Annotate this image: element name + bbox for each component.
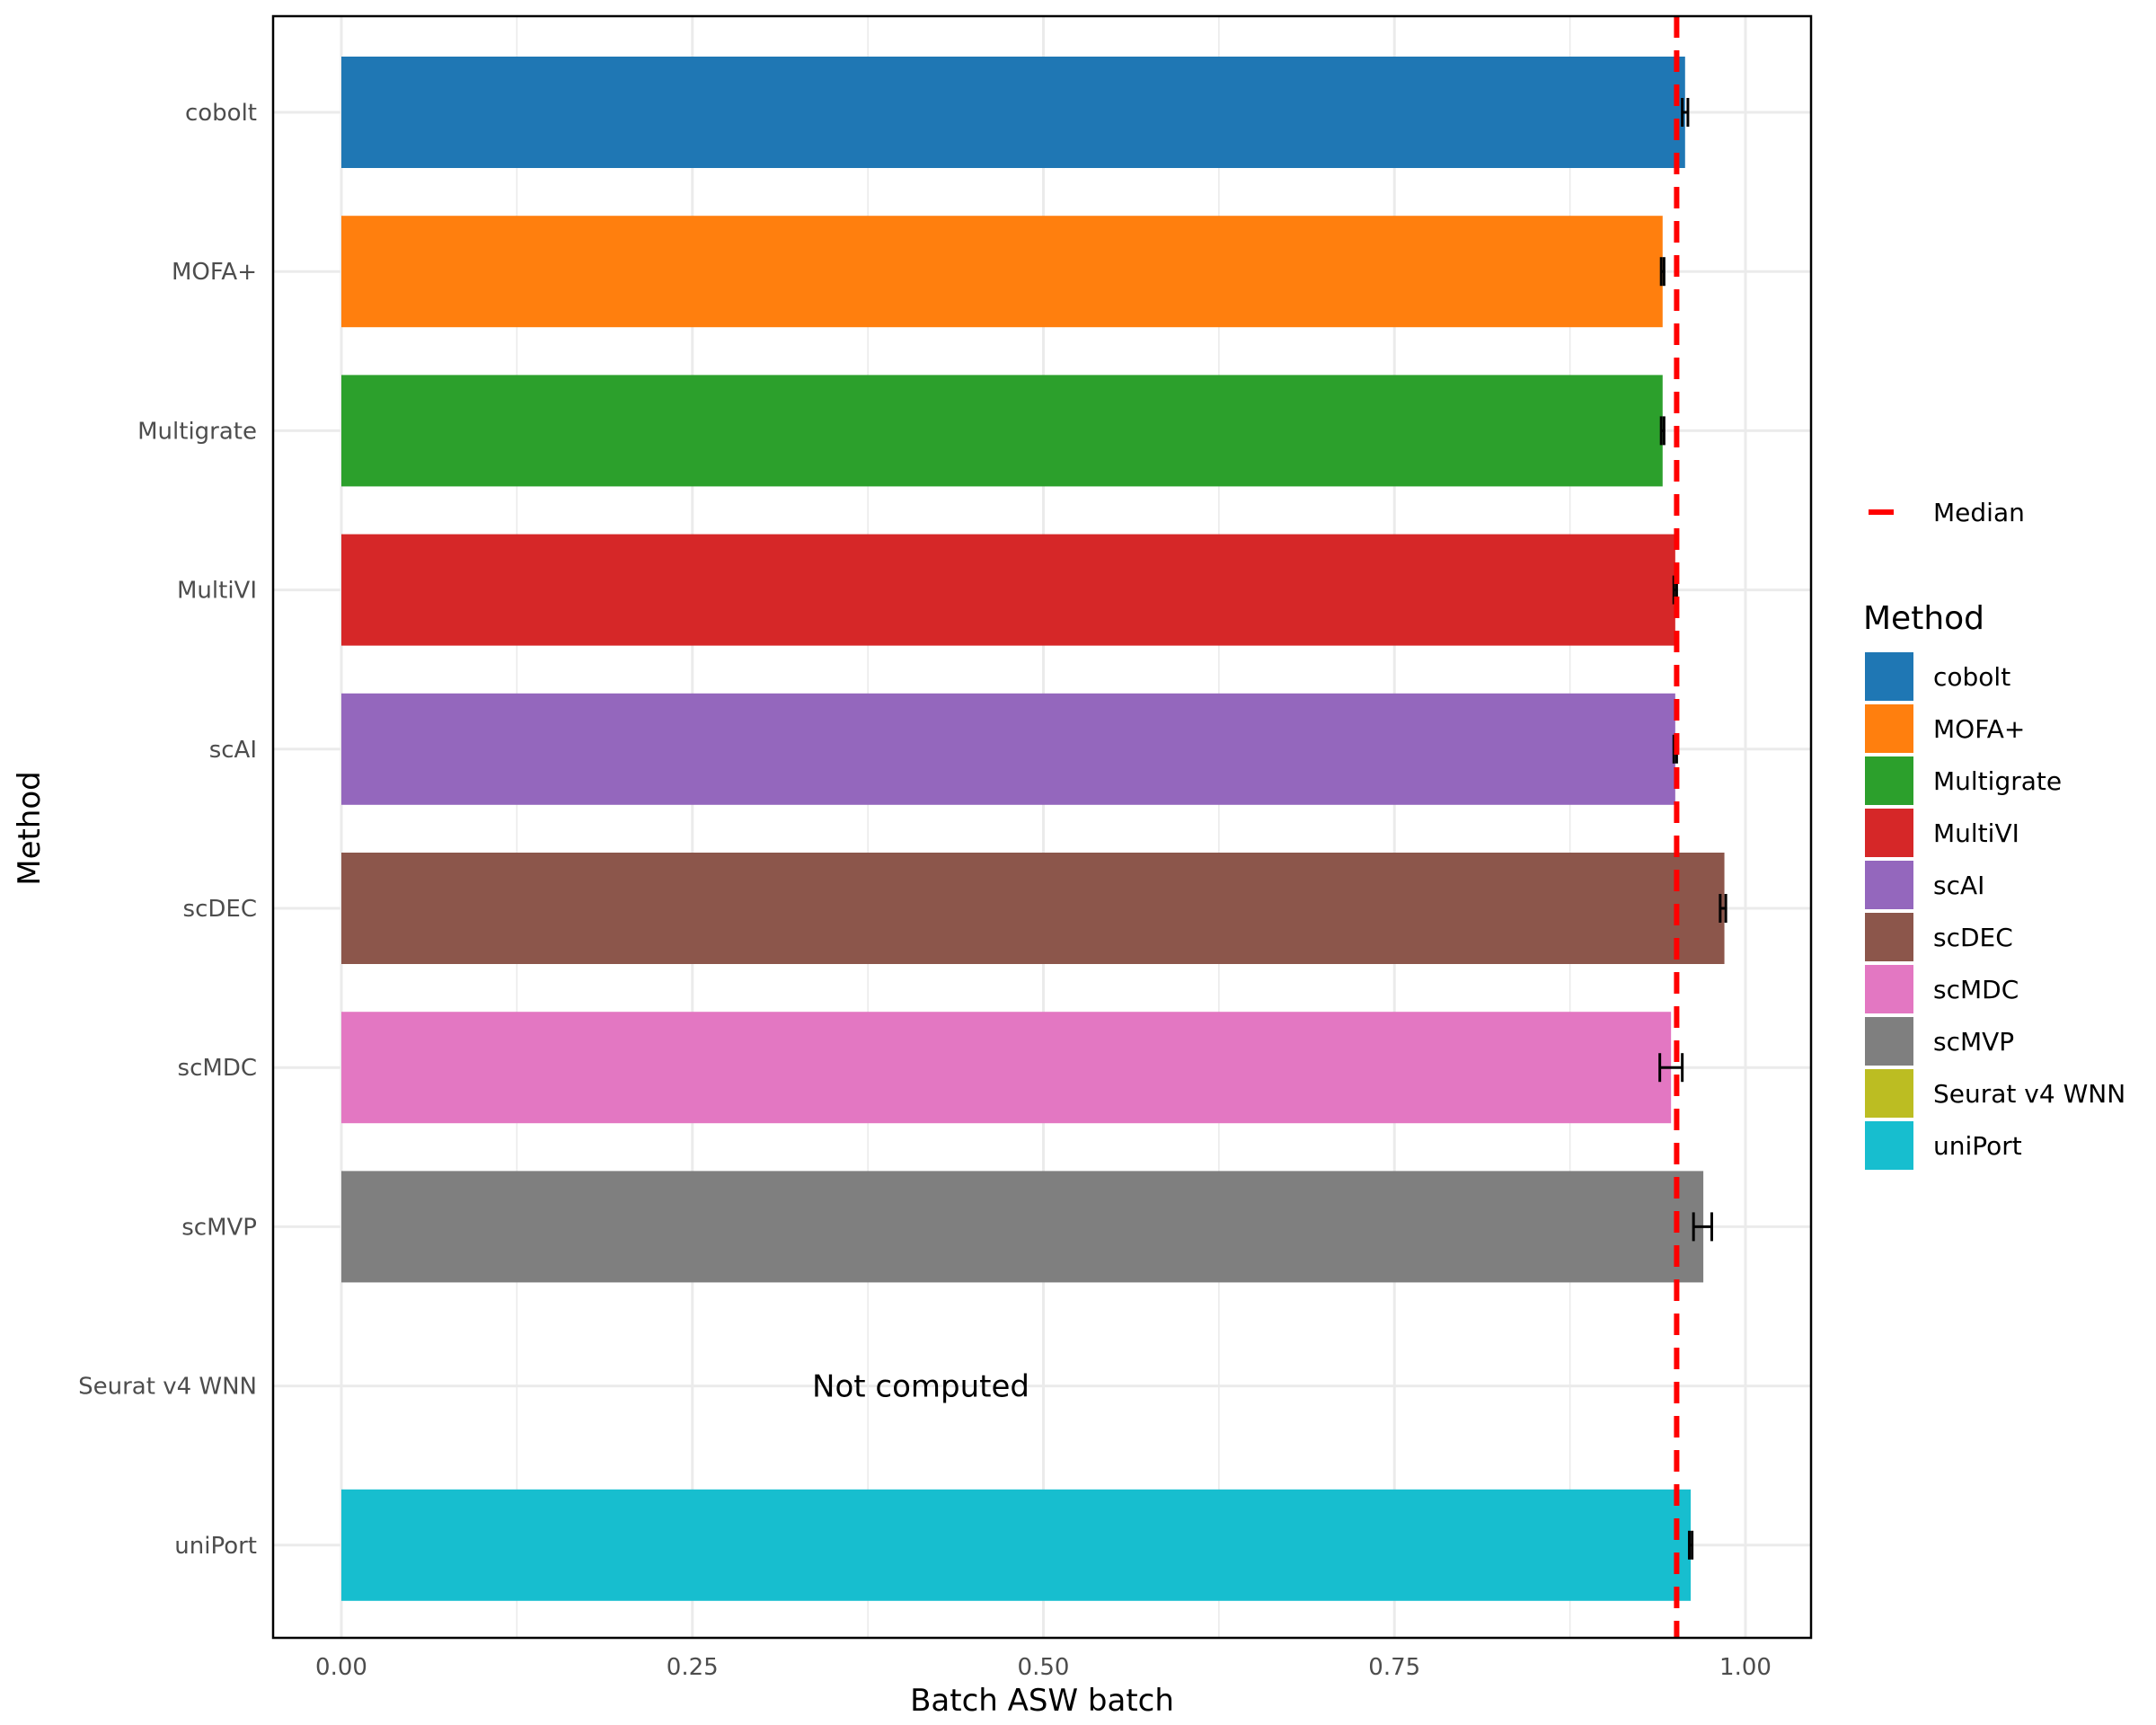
y-tick-label: cobolt bbox=[185, 100, 257, 127]
error-bar bbox=[1659, 416, 1666, 446]
legend-label: scDEC bbox=[1933, 923, 2013, 952]
bar-scai bbox=[341, 693, 1675, 805]
legend-swatch bbox=[1865, 861, 1913, 909]
y-axis-ticks: cobolt MOFA+ Multigrate MultiVI scAI scDEC scM… bbox=[78, 100, 257, 1560]
legend-items: cobolt MOFA+ Multigrate MultiVI scAI scDEC scM… bbox=[1865, 652, 2125, 1170]
error-bars bbox=[1658, 98, 1727, 1560]
error-bar bbox=[1681, 98, 1690, 127]
y-tick-label: scMDC bbox=[178, 1055, 257, 1082]
y-tick-label: uniPort bbox=[174, 1533, 257, 1560]
bar-cobolt bbox=[341, 57, 1685, 168]
legend-median-label: Median bbox=[1933, 498, 2025, 527]
y-tick-label: MOFA+ bbox=[172, 259, 257, 286]
error-bar bbox=[1719, 894, 1727, 923]
x-axis-label: Batch ASW batch bbox=[910, 1683, 1174, 1719]
bar-scmvp bbox=[341, 1171, 1704, 1283]
not-computed-label: Not computed bbox=[812, 1369, 1029, 1405]
x-tick-label: 0.00 bbox=[315, 1654, 367, 1681]
y-tick-label: MultiVI bbox=[177, 578, 257, 605]
legend-label: Seurat v4 WNN bbox=[1933, 1079, 2125, 1109]
x-tick-label: 1.00 bbox=[1719, 1654, 1772, 1681]
legend-label: scAI bbox=[1933, 871, 1984, 900]
legend-swatch bbox=[1865, 1017, 1913, 1066]
plot-panel-border bbox=[271, 14, 1813, 1640]
legend-swatch bbox=[1865, 652, 1913, 701]
y-tick-label: scAI bbox=[209, 737, 257, 764]
bar-scdec bbox=[341, 853, 1725, 964]
x-axis-ticks: 0.00 0.25 0.50 0.75 1.00 bbox=[315, 1654, 1772, 1681]
legend-label: scMDC bbox=[1933, 975, 2019, 1004]
bars bbox=[341, 57, 1725, 1601]
legend-swatch bbox=[1865, 809, 1913, 857]
legend-label: Multigrate bbox=[1933, 766, 2062, 796]
legend: Median Method cobolt MOFA+ Multigrate Multi… bbox=[1863, 498, 2125, 1170]
legend-swatch bbox=[1865, 1069, 1913, 1118]
bar-scmdc bbox=[341, 1012, 1672, 1124]
bar-multigrate bbox=[341, 375, 1663, 487]
legend-swatch bbox=[1865, 1121, 1913, 1170]
legend-swatch bbox=[1865, 965, 1913, 1013]
legend-swatch bbox=[1865, 913, 1913, 961]
bar-mofa- bbox=[341, 216, 1663, 328]
legend-label: cobolt bbox=[1933, 662, 2010, 692]
legend-swatch bbox=[1865, 704, 1913, 753]
error-bar bbox=[1659, 257, 1666, 287]
error-bar bbox=[1692, 1212, 1713, 1242]
legend-title: Method bbox=[1863, 600, 1984, 637]
legend-label: uniPort bbox=[1933, 1131, 2022, 1161]
x-tick-label: 0.50 bbox=[1018, 1654, 1070, 1681]
x-tick-label: 0.25 bbox=[667, 1654, 719, 1681]
y-tick-label: scMVP bbox=[181, 1214, 257, 1241]
legend-label: MultiVI bbox=[1933, 818, 2019, 848]
error-bar bbox=[1658, 1053, 1684, 1083]
y-tick-label: Multigrate bbox=[137, 418, 257, 445]
y-tick-label: Seurat v4 WNN bbox=[78, 1374, 257, 1401]
error-bar bbox=[1687, 1530, 1694, 1560]
legend-label: scMVP bbox=[1933, 1027, 2014, 1057]
legend-swatch bbox=[1865, 756, 1913, 805]
legend-label: MOFA+ bbox=[1933, 714, 2025, 744]
y-tick-label: scDEC bbox=[183, 896, 257, 923]
y-axis-label: Method bbox=[12, 771, 48, 886]
bar-uniport bbox=[341, 1489, 1692, 1601]
x-tick-label: 0.75 bbox=[1368, 1654, 1420, 1681]
bar-multivi bbox=[341, 534, 1675, 646]
